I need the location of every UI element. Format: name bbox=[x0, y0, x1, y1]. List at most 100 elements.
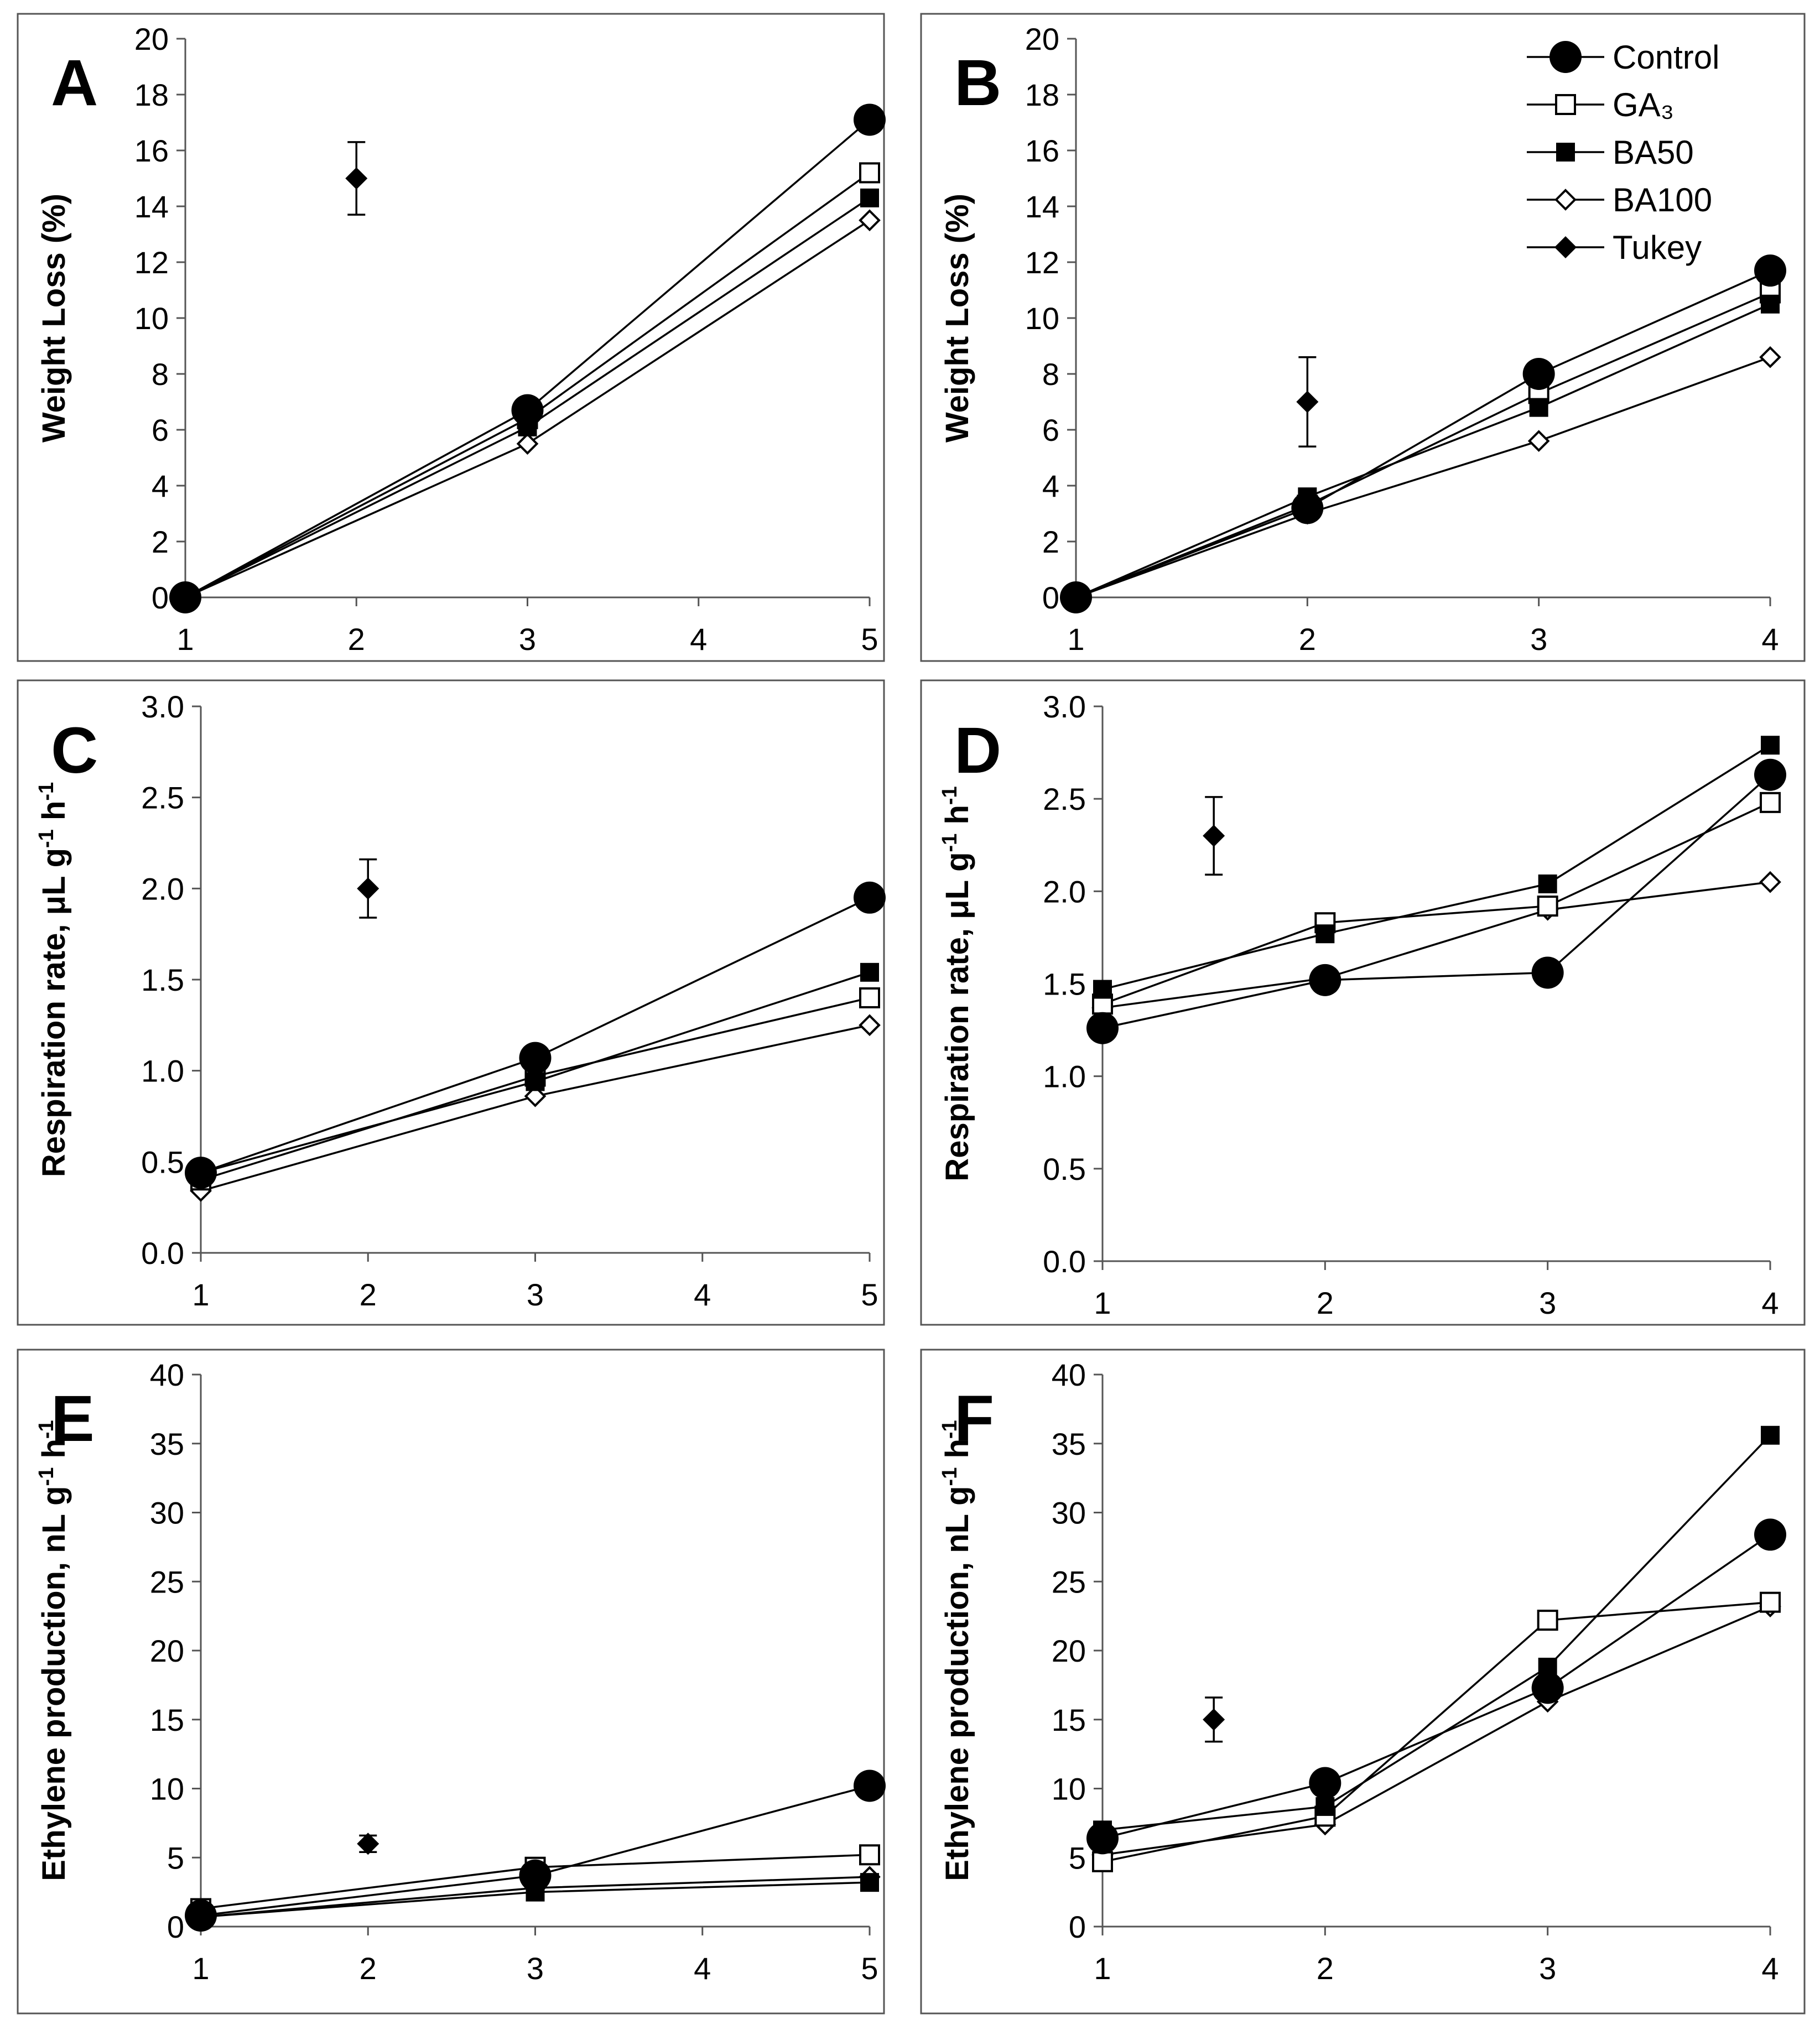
y-tick-label: 2.0 bbox=[1043, 874, 1086, 909]
series-line-ba50 bbox=[1102, 744, 1771, 991]
panel-label: A bbox=[51, 46, 98, 119]
point-ba50 bbox=[860, 962, 879, 982]
point-ba100 bbox=[516, 433, 539, 455]
y-axis-label: Weight Loss (%) bbox=[939, 194, 975, 443]
point-control bbox=[854, 881, 886, 914]
y-tick-label: 1.5 bbox=[141, 962, 184, 997]
y-tick-label: 35 bbox=[1052, 1427, 1086, 1461]
point-ga3 bbox=[1760, 792, 1781, 813]
point-control bbox=[185, 1899, 217, 1932]
x-tick-label: 3 bbox=[527, 1951, 544, 1986]
y-tick-label: 0.0 bbox=[141, 1236, 184, 1271]
y-tick-label: 0 bbox=[1042, 580, 1059, 615]
x-tick-label: 4 bbox=[694, 1277, 711, 1312]
point-control bbox=[1754, 1518, 1786, 1551]
point-ba100 bbox=[859, 209, 881, 232]
point-ba50 bbox=[1538, 874, 1557, 893]
legend-marker-ba50 bbox=[1556, 143, 1575, 162]
point-ba50 bbox=[1761, 736, 1780, 755]
y-axis-label: Ethylene production, nL g-1 h-1 bbox=[35, 1420, 72, 1881]
y-tick-label: 14 bbox=[134, 189, 169, 224]
y-tick-label: 1.5 bbox=[1043, 967, 1086, 1002]
y-tick-label: 20 bbox=[134, 22, 169, 56]
x-tick-label: 4 bbox=[1761, 1951, 1779, 1986]
y-tick-label: 5 bbox=[1069, 1840, 1086, 1875]
y-tick-label: 40 bbox=[150, 1357, 184, 1392]
x-tick-label: 2 bbox=[1317, 1285, 1334, 1320]
x-tick-label: 4 bbox=[1761, 622, 1779, 657]
point-control bbox=[1086, 1012, 1119, 1044]
legend: Control GA₃ BA50 BA100 Tukey bbox=[1527, 39, 1719, 266]
x-tick-label: 1 bbox=[1094, 1951, 1111, 1986]
point-ba50 bbox=[1529, 398, 1548, 417]
y-tick-label: 2 bbox=[152, 524, 169, 559]
y-tick-label: 0.5 bbox=[141, 1144, 184, 1179]
legend-marker-tukey bbox=[1554, 236, 1577, 258]
y-tick-label: 14 bbox=[1025, 189, 1059, 224]
series-line-ba100 bbox=[1075, 356, 1771, 598]
point-ba50 bbox=[860, 188, 879, 207]
y-tick-label: 3.0 bbox=[141, 689, 184, 724]
point-ba100 bbox=[1759, 871, 1781, 893]
x-tick-label: 4 bbox=[694, 1951, 711, 1986]
point-ba50 bbox=[1761, 1425, 1780, 1445]
y-tick-label: 5 bbox=[167, 1840, 184, 1875]
point-control bbox=[854, 103, 886, 136]
y-tick-label: 40 bbox=[1052, 1357, 1086, 1392]
y-tick-label: 8 bbox=[1042, 357, 1059, 392]
series-line-ga3 bbox=[1102, 1601, 1771, 1863]
point-ga3 bbox=[1092, 1851, 1113, 1872]
point-ba50 bbox=[1315, 1797, 1335, 1816]
tukey-point bbox=[1296, 391, 1319, 413]
legend-label-ba50: BA50 bbox=[1613, 134, 1694, 171]
y-tick-label: 15 bbox=[1052, 1703, 1086, 1737]
point-control bbox=[519, 1859, 552, 1892]
y-axis-label: Respiration rate, μL g-1 h-1 bbox=[938, 786, 975, 1181]
x-tick-label: 4 bbox=[690, 622, 707, 657]
point-control bbox=[1291, 492, 1324, 524]
y-tick-label: 10 bbox=[1052, 1772, 1086, 1807]
point-control bbox=[1309, 964, 1341, 996]
panel-frame bbox=[17, 13, 885, 662]
point-control bbox=[1754, 758, 1786, 791]
point-ba50 bbox=[1761, 294, 1780, 314]
x-tick-label: 5 bbox=[861, 1951, 878, 1986]
point-control bbox=[1522, 358, 1555, 390]
x-tick-label: 1 bbox=[176, 622, 194, 657]
y-tick-label: 15 bbox=[150, 1703, 184, 1737]
y-tick-label: 25 bbox=[1052, 1564, 1086, 1599]
point-ga3 bbox=[859, 1844, 880, 1866]
panel-label: F bbox=[954, 1382, 994, 1455]
point-control bbox=[1754, 254, 1786, 287]
y-tick-label: 18 bbox=[1025, 77, 1059, 112]
series-line-ga3 bbox=[1102, 801, 1771, 1005]
y-tick-label: 2.5 bbox=[141, 780, 184, 815]
x-tick-label: 2 bbox=[348, 622, 365, 657]
point-control bbox=[1531, 1672, 1564, 1704]
y-tick-label: 12 bbox=[134, 245, 169, 280]
y-tick-label: 1.0 bbox=[141, 1054, 184, 1089]
point-ba50 bbox=[1315, 924, 1335, 944]
point-control bbox=[1531, 956, 1564, 989]
legend-label-ga3: GA₃ bbox=[1613, 86, 1674, 123]
point-ga3 bbox=[1537, 1610, 1558, 1631]
x-tick-label: 3 bbox=[1539, 1951, 1556, 1986]
tukey-point bbox=[1203, 825, 1225, 847]
point-control bbox=[1086, 1822, 1119, 1855]
point-control bbox=[1060, 581, 1092, 613]
x-tick-label: 1 bbox=[192, 1277, 209, 1312]
y-tick-label: 10 bbox=[150, 1772, 184, 1807]
y-tick-label: 0 bbox=[152, 580, 169, 615]
point-control bbox=[511, 394, 544, 426]
x-tick-label: 3 bbox=[1539, 1285, 1556, 1320]
x-tick-label: 1 bbox=[192, 1951, 209, 1986]
panel-frame bbox=[17, 1349, 885, 2015]
y-tick-label: 6 bbox=[1042, 413, 1059, 447]
